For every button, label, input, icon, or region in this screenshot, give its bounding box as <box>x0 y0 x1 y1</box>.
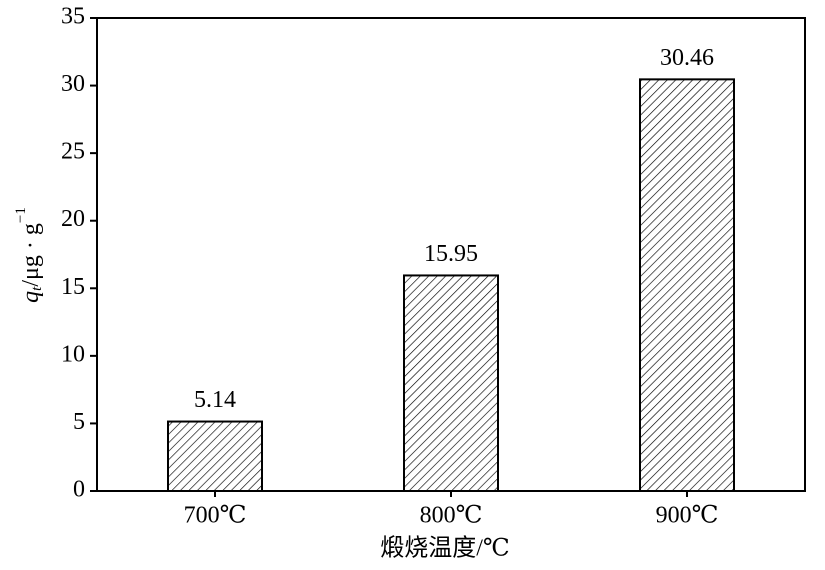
bar <box>167 420 263 492</box>
y-axis-label: qt/μg · g−1 <box>13 207 45 303</box>
x-tick-label: 700℃ <box>184 503 247 529</box>
value-label: 15.95 <box>424 241 478 267</box>
y-tick-label: 15 <box>61 274 85 300</box>
y-tick-label: 35 <box>61 4 85 30</box>
y-tick-label: 20 <box>61 206 85 232</box>
y-tick-label: 5 <box>73 409 85 435</box>
y-label-unit: /μg · g <box>18 223 44 287</box>
y-label-sup: −1 <box>13 207 29 223</box>
x-tick-label: 800℃ <box>420 503 483 529</box>
x-axis-label: 煅烧温度/℃ <box>380 535 510 562</box>
y-tick-label: 10 <box>61 341 85 367</box>
y-tick-label: 25 <box>61 139 85 165</box>
y-label-sub: t <box>29 286 45 291</box>
bar <box>403 274 499 492</box>
y-tick-label: 30 <box>61 71 85 97</box>
value-label: 5.14 <box>194 387 236 413</box>
y-label-q: q <box>18 291 44 303</box>
value-label: 30.46 <box>660 45 714 71</box>
y-tick-label: 0 <box>73 477 85 503</box>
bar <box>639 78 735 492</box>
x-tick-label: 900℃ <box>656 503 719 529</box>
